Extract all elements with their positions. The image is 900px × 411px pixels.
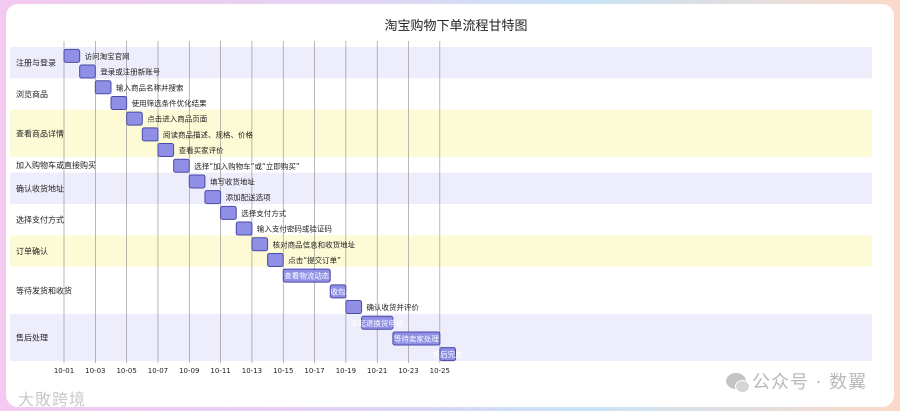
watermark-right-text: 公众号 · 数翼: [752, 372, 868, 393]
task-label: 点击进入商品页面: [147, 114, 207, 124]
task-bar: [141, 127, 159, 142]
task-label: 点击“提交订单”: [288, 255, 341, 265]
task-bar: [235, 221, 253, 236]
task-bar: [361, 315, 394, 330]
task-bar: [63, 48, 81, 63]
x-tick-label: 10-13: [242, 367, 262, 375]
task-bar: [345, 300, 363, 315]
task-bar: [282, 268, 331, 283]
task-bar: [126, 111, 143, 126]
section-label: 浏览商品: [16, 89, 48, 99]
section-label: 售后处理: [16, 332, 48, 342]
task-label: 选择“加入购物车”或“立即购买”: [194, 161, 300, 171]
chart-card: 注册与登录 浏览商品 查看商品详情 加入购物车或直接购买 确认收货地址 选择支付方式 订单确…: [6, 4, 894, 409]
x-tick-label: 10-21: [367, 367, 387, 375]
section-label: 等待发货和收货: [16, 285, 72, 295]
task-bar: [251, 237, 269, 252]
section-band: [10, 204, 872, 236]
x-tick-label: 10-11: [210, 367, 230, 375]
section-band: [10, 156, 872, 173]
task-label: 登录或注册新账号: [100, 67, 160, 77]
task-label: 核对商品信息和收货地址: [273, 239, 356, 249]
x-tick-label: 10-23: [398, 367, 418, 375]
section-label: 查看商品详情: [16, 128, 64, 138]
gantt-chart: 注册与登录浏览商品查看商品详情加入购物车或直接购买确认收货地址选择支付方式订单确…: [10, 18, 872, 375]
task-label: 售后完成: [433, 349, 463, 359]
section-label: 加入购物车或直接购买: [16, 160, 96, 170]
section-band: [10, 235, 872, 267]
x-tick-label: 10-01: [54, 367, 74, 375]
task-bar: [392, 331, 441, 346]
section-band: [10, 172, 872, 204]
task-bar: [220, 205, 237, 220]
task-bar: [79, 64, 96, 79]
task-label: 填写收货地址: [210, 176, 255, 186]
task-label: 输入商品名称并搜索: [116, 82, 184, 92]
task-label: 选择支付方式: [241, 208, 286, 218]
task-label: 访问淘宝官网: [85, 51, 130, 61]
task-label: 查看买家评价: [179, 145, 224, 155]
section-label: 选择支付方式: [16, 215, 64, 225]
task-bar: [188, 174, 206, 189]
x-tick-label: 10-07: [148, 367, 168, 375]
task-label: 输入支付密码或验证码: [257, 224, 332, 234]
watermark-right: 公众号 · 数翼: [726, 368, 867, 394]
task-bar: [439, 347, 456, 362]
section-label: 确认收货地址: [16, 183, 64, 193]
section-label: 注册与登录: [16, 58, 56, 68]
task-label: 查看物流动态: [284, 271, 329, 281]
task-label: 发起退换货申请: [351, 318, 404, 328]
x-tick-label: 10-17: [304, 367, 324, 375]
task-bar: [110, 95, 128, 110]
x-tick-label: 10-03: [85, 367, 105, 375]
task-label: 添加配送选项: [226, 192, 271, 202]
task-bar: [173, 158, 190, 173]
task-label: 确认收货并评价: [367, 302, 420, 312]
task-label: 签收包裹: [323, 286, 353, 296]
watermark-left: 大敗跨境: [18, 390, 87, 409]
section-band: [10, 78, 872, 110]
section-label: 订单确认: [16, 246, 48, 256]
task-bar: [329, 284, 347, 299]
task-label: 使用筛选条件优化结果: [132, 98, 207, 108]
chart-title: 淘宝购物下单流程甘特图: [384, 18, 527, 34]
task-label: 阅读商品描述、规格、价格: [163, 129, 253, 139]
wechat-icon: [726, 373, 750, 393]
section-band: [10, 47, 872, 79]
task-bar: [157, 143, 175, 158]
task-label: 等待卖家处理: [394, 333, 439, 343]
task-bar: [94, 80, 112, 95]
task-bar: [204, 190, 222, 205]
x-tick-label: 10-05: [116, 367, 136, 375]
x-tick-label: 10-19: [336, 367, 356, 375]
task-bar: [267, 252, 284, 267]
x-tick-label: 10-25: [430, 367, 450, 375]
x-tick-label: 10-09: [179, 367, 199, 375]
x-tick-label: 10-15: [273, 367, 293, 375]
section-band: [10, 266, 872, 314]
